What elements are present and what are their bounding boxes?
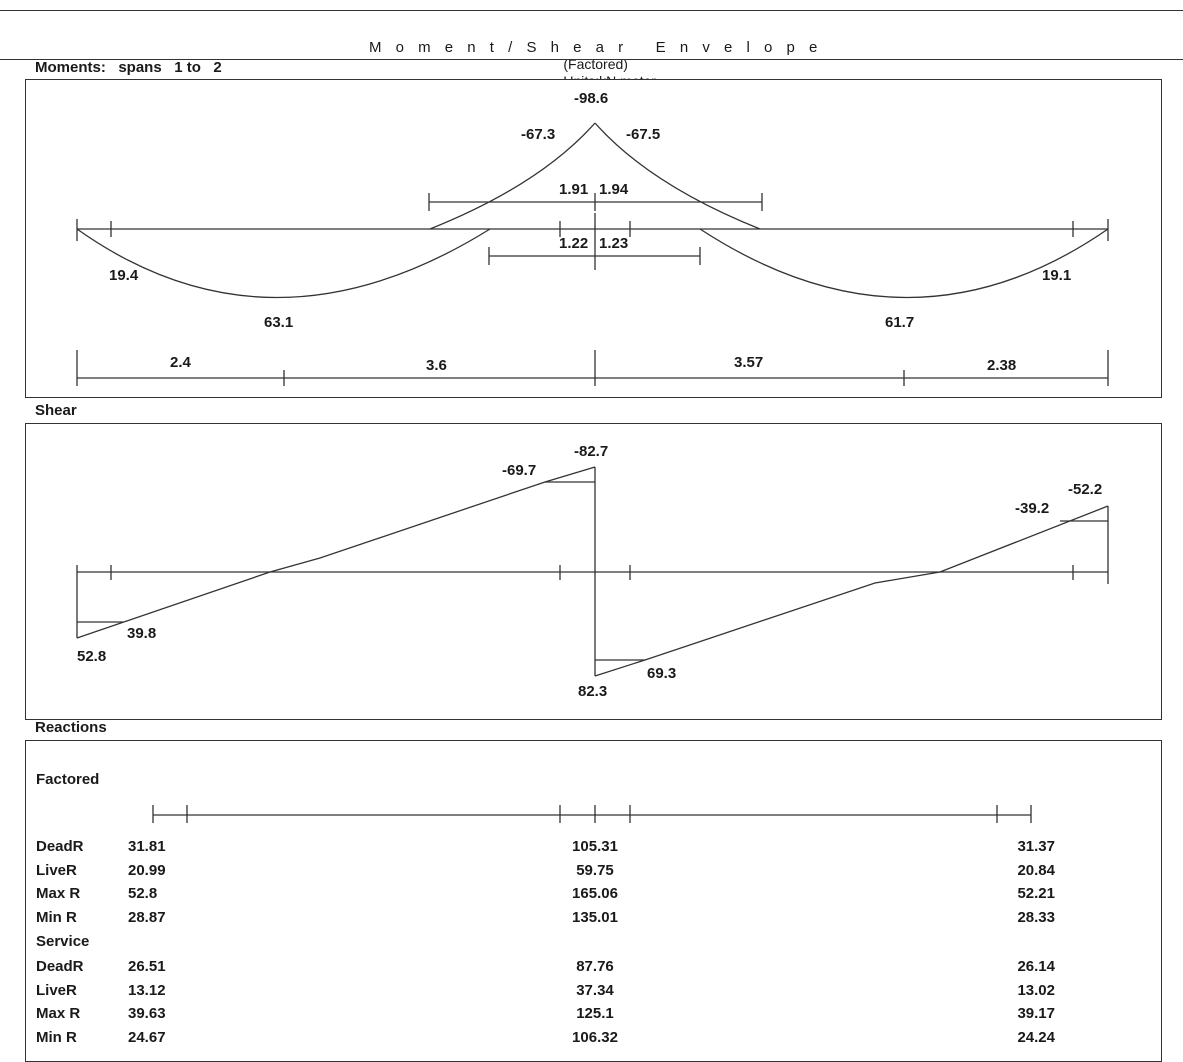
shear-label-right-peak: -52.2 <box>1068 481 1102 498</box>
shear-span1-envelope <box>76 466 596 639</box>
reaction-left-cell: 26.51 <box>128 958 166 975</box>
moment-label-neg-right-ext: 1.94 <box>599 181 629 198</box>
shear-label-mid-bottom: 82.3 <box>578 683 607 700</box>
reaction-mid-cell: 165.06 <box>572 885 618 902</box>
reaction-mid-cell: 59.75 <box>576 861 614 879</box>
reaction-name-cell: DeadR <box>36 838 84 855</box>
moment-negative-right-curve <box>594 122 761 230</box>
moment-dimension-1: 2.4 <box>170 354 192 371</box>
reaction-name-cell: LiveR <box>36 981 77 999</box>
reaction-left-cell: 31.81 <box>128 838 166 855</box>
shear-label-left-min: 39.8 <box>127 625 156 642</box>
shear-label-right-top: -39.2 <box>1015 500 1049 517</box>
top-rule <box>0 10 1183 11</box>
reactions-panel <box>25 740 1162 1062</box>
reaction-right-cell: 31.37 <box>1017 838 1055 855</box>
title-text: M o m e n t / S h e a r E n v e l o p e <box>368 39 823 56</box>
header-rule <box>0 59 1183 60</box>
shear-section-label: Shear <box>35 402 77 419</box>
moment-label-pos-right-ext: 1.23 <box>599 235 628 252</box>
moment-label-left-top: -67.3 <box>521 126 555 143</box>
shear-label-mid-right: 69.3 <box>647 665 676 682</box>
reaction-name-cell: LiveR <box>36 861 77 879</box>
shear-label-mid-left-top: -69.7 <box>502 462 536 479</box>
moment-label-left-end: 19.4 <box>109 267 139 284</box>
reaction-mid-cell: 125.1 <box>576 1005 614 1022</box>
moment-label-right-top: -67.5 <box>626 126 660 143</box>
reaction-name-cell: Min R <box>36 908 77 926</box>
reaction-right-cell: 26.14 <box>1017 958 1055 975</box>
shear-label-left-max: 52.8 <box>77 648 106 665</box>
reaction-mid-cell: 135.01 <box>572 908 618 926</box>
title-subtitle: (Factored) <box>563 56 628 72</box>
reaction-left-cell: 52.8 <box>128 885 158 902</box>
moment-span2-positive-curve <box>699 228 1109 299</box>
service-label: Service <box>36 933 90 950</box>
shear-label-mid-peak: -82.7 <box>574 443 608 460</box>
reaction-name-cell: DeadR <box>36 958 84 975</box>
reaction-right-cell: 39.17 <box>1017 1005 1055 1022</box>
moment-label-span1-max: 63.1 <box>264 314 293 331</box>
reaction-left-cell: 28.87 <box>128 908 166 926</box>
reaction-mid-cell: 87.76 <box>576 958 614 975</box>
moment-label-right-end: 19.1 <box>1042 267 1071 284</box>
factored-label: Factored <box>36 771 100 788</box>
moment-label-span2-max: 61.7 <box>885 314 914 331</box>
moment-label-neg-left-ext: 1.91 <box>559 181 588 198</box>
moment-dimension-3: 3.57 <box>734 354 763 371</box>
moments-section-label: Moments: spans 1 to 2 <box>35 59 222 76</box>
shear-span2-envelope <box>594 505 1109 677</box>
reaction-left-cell: 24.67 <box>128 1028 166 1046</box>
reaction-right-cell: 13.02 <box>1017 981 1055 999</box>
reaction-mid-cell: 105.31 <box>572 838 618 855</box>
reaction-right-cell: 52.21 <box>1017 885 1055 902</box>
reaction-right-cell: 20.84 <box>1017 861 1055 879</box>
moment-label-top-peak: -98.6 <box>574 90 608 107</box>
reaction-left-cell: 13.12 <box>128 981 166 999</box>
reaction-name-cell: Min R <box>36 1028 77 1046</box>
moment-span1-positive-curve <box>76 228 491 299</box>
moment-dimension-4: 2.38 <box>987 357 1016 374</box>
reactions-section-label: Reactions <box>35 719 107 736</box>
moment-negative-left-curve <box>429 122 596 230</box>
reaction-name-cell: Max R <box>36 885 81 902</box>
reaction-right-cell: 28.33 <box>1017 908 1055 926</box>
reaction-right-cell: 24.24 <box>1017 1028 1055 1046</box>
moment-label-pos-left-ext: 1.22 <box>559 235 588 252</box>
reaction-name-cell: Max R <box>36 1005 81 1022</box>
reaction-mid-cell: 37.34 <box>576 981 614 999</box>
reaction-left-cell: 20.99 <box>128 861 166 879</box>
reaction-left-cell: 39.63 <box>128 1005 166 1022</box>
moment-dimension-2: 3.6 <box>426 357 447 374</box>
reaction-mid-cell: 106.32 <box>572 1028 618 1046</box>
moment-diagram-panel <box>25 79 1162 398</box>
